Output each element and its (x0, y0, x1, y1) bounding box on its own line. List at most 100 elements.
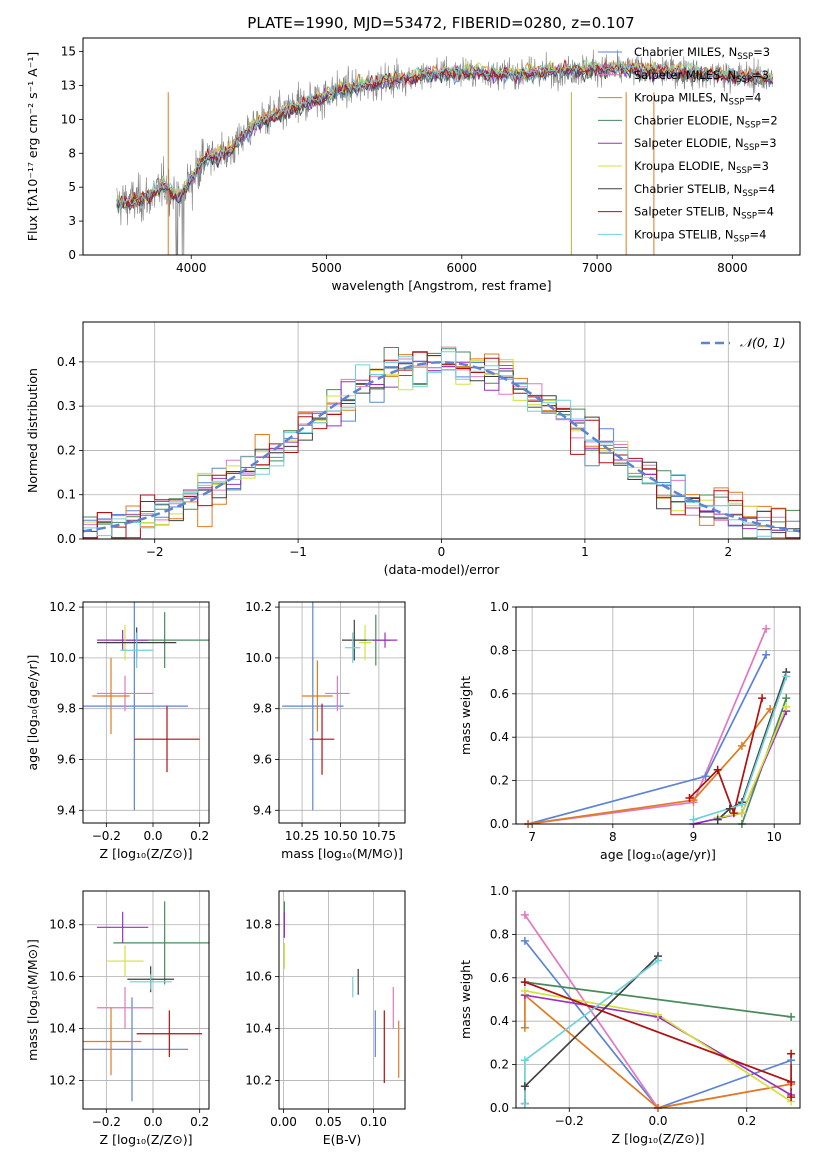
legend-label: Kroupa STELIB, NSSP=4 (634, 227, 766, 244)
axes-frame (515, 606, 801, 825)
y-tick-label: 0.4 (57, 355, 76, 369)
plot-area (527, 628, 788, 824)
mass-weight-marker (654, 1010, 662, 1019)
x-axis-label: Z [log₁₀(Z/Z⊙)] (100, 846, 193, 861)
y-tick-label: 10.0 (245, 651, 272, 665)
mass-weight-marker (701, 772, 710, 781)
y-tick-label: 0.2 (57, 443, 76, 457)
plot-area (83, 602, 209, 811)
x-axis-label: (data-model)/error (384, 562, 501, 577)
legend-label: Chabrier MILES, NSSP=3 (634, 45, 770, 62)
legend-label-main: Chabrier STELIB, N (634, 182, 742, 196)
y-tick-label: 0.4 (490, 730, 509, 744)
legend-label: Salpeter STELIB, NSSP=4 (634, 205, 774, 222)
y-tick-label: 9.4 (57, 803, 76, 817)
panel-age_vs_Z: −0.2 0.0 0.2 9.4 9.6 9.8 10.0 10.2 Z [log₁₀(Z/Z⊙… (25, 600, 210, 861)
legend-label-end: =4 (758, 182, 775, 196)
plot-area (116, 49, 774, 255)
x-tick-label: −1 (289, 545, 307, 559)
x-tick-label: 0.2 (737, 1114, 756, 1128)
mass-weight-marker (766, 704, 775, 713)
mass-weight-marker (713, 815, 722, 824)
mass-weight-marker (737, 809, 746, 818)
y-tick-label: 10.2 (245, 600, 272, 614)
legend-label-end: =3 (752, 159, 769, 173)
y-tick-label: 0.0 (57, 532, 76, 546)
y-tick-label: 9.4 (253, 803, 272, 817)
y-tick-label: 0.1 (57, 488, 76, 502)
x-tick-label: 0.0 (143, 829, 162, 843)
mass-weight-marker (787, 1012, 796, 1021)
axes-frame (278, 890, 406, 1110)
axes-frame (82, 890, 210, 1110)
legend-label-main: Kroupa STELIB, N (634, 227, 734, 241)
x-axis-label: Z [log₁₀(Z/Z⊙)] (612, 1131, 705, 1146)
legend-label-sub: SSP (736, 166, 752, 176)
y-tick-label: 0.2 (490, 774, 509, 788)
mass-weight-line (524, 993, 792, 1108)
y-tick-label: 0.4 (490, 1014, 509, 1028)
mass-weight-line (524, 955, 659, 1104)
x-tick-label: 10 (767, 830, 782, 844)
plot-area (283, 901, 400, 1084)
y-tick-label: 0.8 (490, 927, 509, 941)
legend-label-main: Salpeter ELODIE, N (634, 136, 744, 150)
x-axis-label: mass [log₁₀(M/M⊙)] (281, 846, 403, 861)
legend-label-end: =3 (753, 45, 770, 59)
legend-label-end: =3 (752, 68, 769, 82)
y-tick-label: 0.0 (490, 817, 509, 831)
x-tick-label: 7 (528, 830, 536, 844)
x-tick-label: 0.0 (143, 1115, 162, 1129)
x-tick-label: 0.10 (360, 1115, 387, 1129)
mass-weight-marker (520, 910, 529, 919)
panels: 4000 5000 6000 7000 80000358101315wavelength… (25, 37, 801, 1147)
y-tick-label: 10.2 (245, 1073, 272, 1087)
mass-weight-marker (787, 1049, 796, 1058)
mass-weight-marker (520, 1099, 529, 1108)
x-tick-label: 0.05 (315, 1115, 342, 1129)
legend-label: Chabrier ELODIE, NSSP=2 (634, 113, 778, 130)
mass-weight-marker (520, 986, 529, 995)
x-tick-label: 9 (690, 830, 698, 844)
x-tick-label: 4000 (176, 261, 207, 275)
mass-weight-line (688, 697, 763, 816)
mass-weight-marker (762, 650, 771, 659)
y-tick-label: 10.6 (245, 970, 272, 984)
histogram-step (83, 351, 800, 539)
y-tick-label: 0.8 (490, 643, 509, 657)
mass-weight-line (524, 981, 792, 1098)
axes-frame (515, 890, 801, 1109)
x-tick-label: 0.2 (190, 1115, 209, 1129)
y-tick-label: 15 (61, 45, 76, 59)
x-tick-label: −0.2 (92, 829, 121, 843)
legend-label-sub: SSP (734, 234, 750, 244)
legend-label-end: =4 (749, 227, 766, 241)
x-tick-label: 5000 (311, 261, 342, 275)
mass-weight-marker (782, 672, 791, 681)
legend-label-sub: SSP (736, 75, 752, 85)
axes-frame (278, 601, 406, 824)
x-tick-label: 2 (724, 545, 732, 559)
mass-weight-marker (713, 765, 722, 774)
legend-label-sub: SSP (737, 52, 753, 62)
panel-age_vs_mass: 10.25 10.50 10.75 9.4 9.6 9.8 10.0 10.2 mass [lo… (245, 600, 406, 861)
spectrum-model-line (116, 64, 773, 210)
legend-label-sub: SSP (741, 212, 757, 222)
y-tick-label: 10.8 (245, 918, 272, 932)
mass-weight-marker (737, 741, 746, 750)
y-tick-label: 0.0 (490, 1101, 509, 1115)
legend-label: Kroupa MILES, NSSP=4 (634, 91, 761, 108)
legend-label: Chabrier STELIB, NSSP=4 (634, 182, 775, 199)
legend-label-sub: SSP (729, 98, 745, 108)
mass-weight-marker (520, 1082, 529, 1091)
y-tick-label: 9.8 (57, 702, 76, 716)
plot-area (282, 602, 398, 811)
spectrum-model-line (116, 63, 774, 211)
legend-label-main: Kroupa MILES, N (634, 91, 729, 105)
y-tick-label: 9.8 (253, 702, 272, 716)
x-tick-label: 6000 (447, 261, 478, 275)
figure-title: PLATE=1990, MJD=53472, FIBERID=0280, z=0… (247, 14, 634, 32)
y-tick-label: 10.0 (49, 651, 76, 665)
legend-label: Salpeter MILES, NSSP=3 (634, 68, 769, 85)
